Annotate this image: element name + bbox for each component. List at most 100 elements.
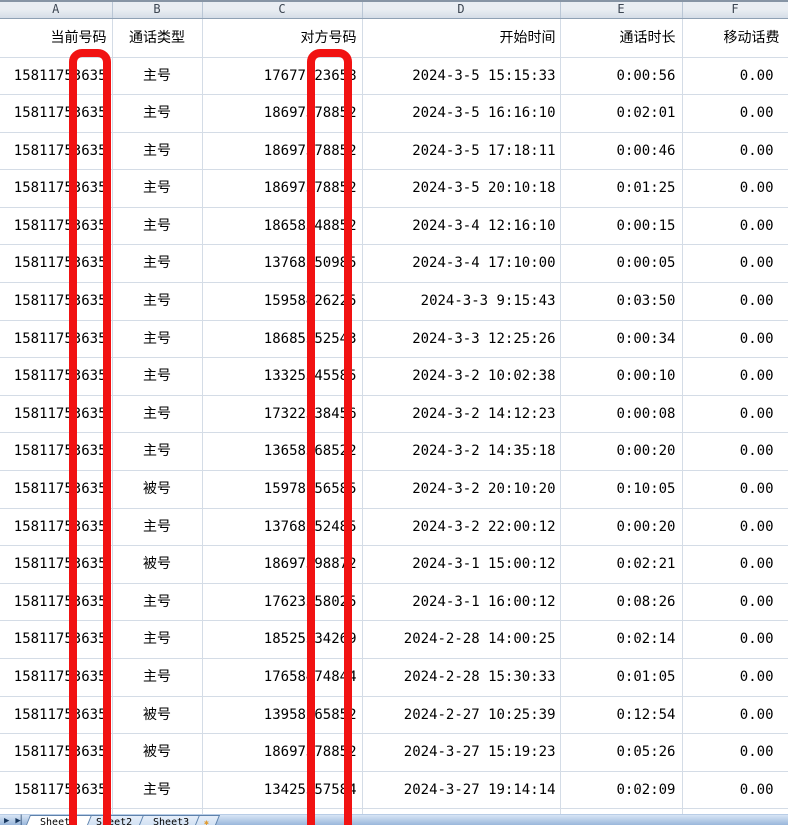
cell-E3[interactable]: 0:02:01 — [560, 94, 683, 133]
cell-C19[interactable]: 13958265852 — [202, 696, 363, 735]
cell-B14[interactable]: 主号 — [112, 508, 203, 547]
cell-E18[interactable]: 0:01:05 — [560, 658, 683, 697]
cell-F4[interactable]: 0.00 — [682, 132, 788, 171]
cell-B8[interactable]: 主号 — [112, 282, 203, 321]
cell-E21[interactable]: 0:02:09 — [560, 771, 683, 810]
cell-A10[interactable]: 15811753635 — [0, 357, 113, 396]
cell-B11[interactable]: 主号 — [112, 395, 203, 434]
cell-E17[interactable]: 0:02:14 — [560, 620, 683, 659]
cell-B4[interactable]: 主号 — [112, 132, 203, 171]
cell-A7[interactable]: 15811753635 — [0, 244, 113, 284]
cell-A11[interactable]: 15811753635 — [0, 395, 113, 434]
cell-A5[interactable]: 15811753635 — [0, 169, 113, 208]
cell-F5[interactable]: 0.00 — [682, 169, 788, 208]
cell-B17[interactable]: 主号 — [112, 620, 203, 659]
cell-D7[interactable]: 2024-3-4 17:10:00 — [362, 244, 561, 284]
cell-A17[interactable]: 15811753635 — [0, 620, 113, 659]
cell-D21[interactable]: 2024-3-27 19:14:14 — [362, 771, 561, 810]
cell-B6[interactable]: 主号 — [112, 207, 203, 246]
cell-A18[interactable]: 15811753635 — [0, 658, 113, 697]
cell-D15[interactable]: 2024-3-1 15:00:12 — [362, 545, 561, 584]
cell-D14[interactable]: 2024-3-2 22:00:12 — [362, 508, 561, 547]
cell-B3[interactable]: 主号 — [112, 94, 203, 133]
cell-D18[interactable]: 2024-2-28 15:30:33 — [362, 658, 561, 697]
cell-D13[interactable]: 2024-3-2 20:10:20 — [362, 470, 561, 509]
cell-F17[interactable]: 0.00 — [682, 620, 788, 659]
cell-A8[interactable]: 15811753635 — [0, 282, 113, 321]
cell-D5[interactable]: 2024-3-5 20:10:18 — [362, 169, 561, 208]
cell-F18[interactable]: 0.00 — [682, 658, 788, 697]
cell-B7[interactable]: 主号 — [112, 244, 203, 284]
cell-F21[interactable]: 0.00 — [682, 771, 788, 810]
cell-C6[interactable]: 18658548852 — [202, 207, 363, 246]
cell-B9[interactable]: 主号 — [112, 320, 203, 359]
cell-F8[interactable]: 0.00 — [682, 282, 788, 321]
cell-F2[interactable]: 0.00 — [682, 57, 788, 96]
cell-D19[interactable]: 2024-2-27 10:25:39 — [362, 696, 561, 735]
cell-C20[interactable]: 18697378852 — [202, 733, 363, 772]
cell-D3[interactable]: 2024-3-5 16:16:10 — [362, 94, 561, 133]
sheet-tab-sheet3[interactable]: Sheet3 — [134, 815, 205, 825]
cell-F3[interactable]: 0.00 — [682, 94, 788, 133]
cell-A19[interactable]: 15811753635 — [0, 696, 113, 735]
cell-D11[interactable]: 2024-3-2 14:12:23 — [362, 395, 561, 434]
cell-B16[interactable]: 主号 — [112, 583, 203, 622]
cell-A20[interactable]: 15811753635 — [0, 733, 113, 772]
cell-A12[interactable]: 15811753635 — [0, 432, 113, 472]
cell-A9[interactable]: 15811753635 — [0, 320, 113, 359]
cell-E15[interactable]: 0:02:21 — [560, 545, 683, 584]
field-header-cell[interactable]: 通话类型 — [112, 18, 203, 58]
cell-D9[interactable]: 2024-3-3 12:25:26 — [362, 320, 561, 359]
cell-F20[interactable]: 0.00 — [682, 733, 788, 772]
cell-D10[interactable]: 2024-3-2 10:02:38 — [362, 357, 561, 396]
cell-F12[interactable]: 0.00 — [682, 432, 788, 472]
cell-F15[interactable]: 0.00 — [682, 545, 788, 584]
cell-E7[interactable]: 0:00:05 — [560, 244, 683, 284]
cell-A14[interactable]: 15811753635 — [0, 508, 113, 547]
cell-F7[interactable]: 0.00 — [682, 244, 788, 284]
cell-C2[interactable]: 17677123658 — [202, 57, 363, 96]
cell-E4[interactable]: 0:00:46 — [560, 132, 683, 171]
field-header-cell[interactable]: 开始时间 — [362, 18, 561, 58]
cell-B15[interactable]: 被号 — [112, 545, 203, 584]
cell-E5[interactable]: 0:01:25 — [560, 169, 683, 208]
cell-A21[interactable]: 15811753635 — [0, 771, 113, 810]
column-header-B[interactable]: B — [112, 2, 203, 19]
field-header-cell[interactable]: 移动话费 — [682, 18, 788, 58]
cell-D4[interactable]: 2024-3-5 17:18:11 — [362, 132, 561, 171]
cell-E8[interactable]: 0:03:50 — [560, 282, 683, 321]
cell-E11[interactable]: 0:00:08 — [560, 395, 683, 434]
cell-B5[interactable]: 主号 — [112, 169, 203, 208]
sheet-nav-arrow-icon[interactable]: ▶ — [4, 816, 10, 825]
cell-B18[interactable]: 主号 — [112, 658, 203, 697]
cell-B19[interactable]: 被号 — [112, 696, 203, 735]
cell-F9[interactable]: 0.00 — [682, 320, 788, 359]
column-header-C[interactable]: C — [202, 2, 363, 19]
cell-A4[interactable]: 15811753635 — [0, 132, 113, 171]
cell-E16[interactable]: 0:08:26 — [560, 583, 683, 622]
cell-C10[interactable]: 13325545585 — [202, 357, 363, 396]
cell-F11[interactable]: 0.00 — [682, 395, 788, 434]
cell-D16[interactable]: 2024-3-1 16:00:12 — [362, 583, 561, 622]
cell-C21[interactable]: 13425557584 — [202, 771, 363, 810]
cell-F10[interactable]: 0.00 — [682, 357, 788, 396]
cell-B13[interactable]: 被号 — [112, 470, 203, 509]
cell-E14[interactable]: 0:00:20 — [560, 508, 683, 547]
column-header-F[interactable]: F — [682, 2, 788, 19]
cell-B21[interactable]: 主号 — [112, 771, 203, 810]
cell-A16[interactable]: 15811753635 — [0, 583, 113, 622]
cell-A13[interactable]: 15811753635 — [0, 470, 113, 509]
cell-F16[interactable]: 0.00 — [682, 583, 788, 622]
cell-F14[interactable]: 0.00 — [682, 508, 788, 547]
cell-B10[interactable]: 主号 — [112, 357, 203, 396]
cell-E2[interactable]: 0:00:56 — [560, 57, 683, 96]
cell-E6[interactable]: 0:00:15 — [560, 207, 683, 246]
cell-F13[interactable]: 0.00 — [682, 470, 788, 509]
cell-F6[interactable]: 0.00 — [682, 207, 788, 246]
cell-E10[interactable]: 0:00:10 — [560, 357, 683, 396]
cell-A6[interactable]: 15811753635 — [0, 207, 113, 246]
cell-F19[interactable]: 0.00 — [682, 696, 788, 735]
field-header-cell[interactable]: 通话时长 — [560, 18, 683, 58]
cell-E13[interactable]: 0:10:05 — [560, 470, 683, 509]
cell-D20[interactable]: 2024-3-27 15:19:23 — [362, 733, 561, 772]
